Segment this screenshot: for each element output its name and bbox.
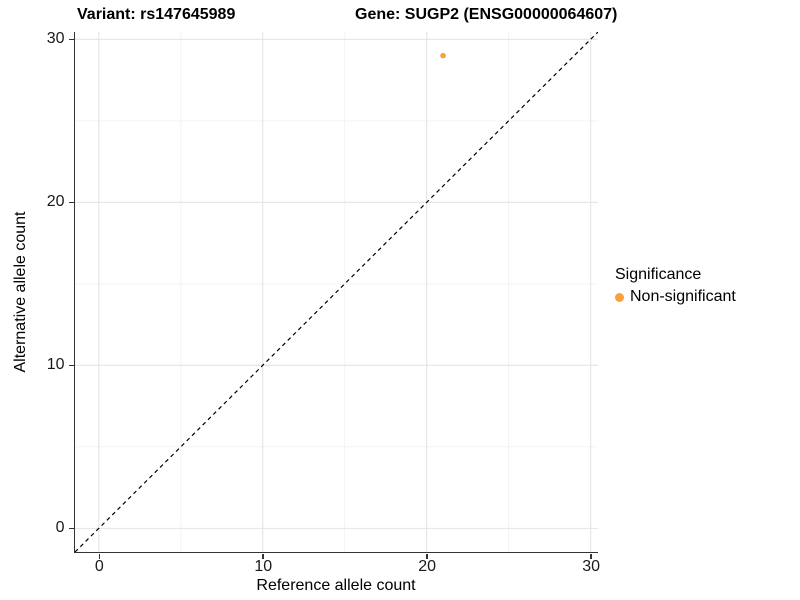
y-tick-label: 0 xyxy=(55,518,65,536)
legend: Significance Non-significant xyxy=(615,266,736,306)
y-tick-label: 10 xyxy=(46,355,65,373)
plot-area xyxy=(75,32,598,552)
x-tick-label: 10 xyxy=(254,558,273,575)
legend-item-non-significant: Non-significant xyxy=(615,288,736,306)
variant-title: Variant: rs147645989 xyxy=(77,6,236,23)
x-tick-label: 0 xyxy=(94,558,104,575)
gene-title: Gene: SUGP2 (ENSG00000064607) xyxy=(355,6,618,23)
x-tick-mark xyxy=(262,553,264,559)
legend-item-label: Non-significant xyxy=(630,288,736,305)
x-tick-label: 30 xyxy=(582,558,600,575)
legend-title: Significance xyxy=(615,266,702,283)
y-tick-mark xyxy=(69,38,74,41)
x-tick-mark xyxy=(98,553,101,559)
y-tick-mark xyxy=(69,527,74,530)
y-tick-mark xyxy=(69,201,74,204)
x-tick-mark xyxy=(426,553,428,559)
y-tick-mark xyxy=(69,364,74,367)
y-tick-label: 20 xyxy=(46,192,65,210)
y-tick-label: 30 xyxy=(46,29,65,47)
x-axis-title: Reference allele count xyxy=(256,577,416,594)
non-significant-point-icon xyxy=(615,292,624,302)
y-axis-title: Alternative allele count xyxy=(12,211,29,373)
data-point xyxy=(440,52,446,59)
x-tick-label: 20 xyxy=(418,558,437,575)
x-tick-mark xyxy=(590,553,592,559)
plot-panel xyxy=(74,32,598,553)
